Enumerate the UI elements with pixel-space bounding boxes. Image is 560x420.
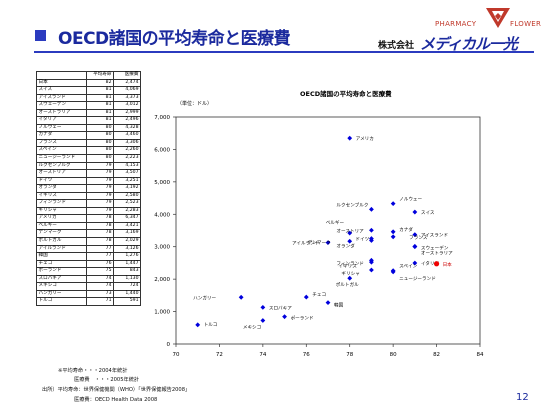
y-tick-label: 4,000 [154, 212, 170, 218]
note-line: 医療費：OECD Health Data 2008 [74, 397, 158, 403]
data-point [390, 234, 396, 240]
chart-unit-label: （単位：ドル） [177, 100, 212, 107]
point-label: ポルトガル [336, 281, 359, 288]
data-point [347, 238, 353, 244]
title-bullet [35, 30, 46, 41]
data-point [260, 318, 266, 323]
point-label: フランス [409, 235, 428, 241]
company-prefix: 株式会社 [378, 41, 415, 51]
page-number: 12 [516, 392, 529, 403]
point-label: スペイン [399, 264, 417, 270]
x-tick-label: 74 [259, 352, 266, 358]
point-label: ニュージーランド [399, 276, 436, 282]
data-point [347, 230, 353, 236]
point-label: 日本 [443, 261, 453, 268]
data-point [390, 201, 396, 207]
x-tick-label: 80 [390, 352, 397, 358]
point-label: スロバキア [269, 305, 292, 311]
point-label: メキシコ [243, 325, 261, 331]
data-point [390, 229, 396, 235]
x-tick-label: 76 [303, 352, 310, 358]
point-label: スイス [421, 210, 435, 216]
y-axis: 0 1,000 2,000 3,000 4,000 5,000 6,000 7,000 [154, 115, 176, 348]
point-label: ドイツ [355, 238, 369, 243]
point-label: ギリシャ [341, 271, 359, 277]
table-row: ルクセンブルク 79 4,153 [36, 161, 141, 171]
note-line: 出所）平均寿命：世界保健機関（WHO）「世界保健報告2008」 [42, 387, 191, 393]
point-label: イタリア [421, 260, 440, 267]
data-point [369, 259, 374, 265]
x-tick-label: 82 [433, 352, 440, 358]
chart-title: OECD諸国の平均寿命と医療費 [300, 89, 392, 98]
data-table: 平均寿命 医療費 日本 82 2,474 スイス 81 4,069 アイスランド 81 3,37… [36, 71, 141, 306]
point-label: アイルランド [292, 241, 319, 247]
point-label: オーストラリア [421, 251, 453, 257]
x-axis: 70 72 74 76 78 80 82 84 [173, 344, 484, 358]
logo-word-pharmacy: PHARMACY [435, 20, 477, 28]
y-tick-label: 7,000 [154, 115, 170, 121]
x-tick-label: 70 [173, 352, 180, 358]
y-tick-label: 2,000 [154, 277, 170, 283]
data-point [412, 232, 418, 238]
data-point [325, 300, 331, 306]
table-row: フランス 80 3,306 [36, 138, 141, 148]
point-label: カナダ [399, 226, 413, 233]
point-label: ノルウェー [399, 196, 422, 203]
company-brand: メディカル一光 [420, 35, 518, 53]
data-point [390, 269, 396, 275]
data-point [325, 240, 331, 246]
y-tick-label: 1,000 [154, 310, 170, 316]
x-tick-label: 78 [346, 352, 353, 358]
note-line: 医療費 ・・・2005年統計 [74, 377, 140, 383]
data-point [369, 227, 374, 233]
data-point [347, 275, 353, 281]
table-row: トルコ 71 591 [36, 297, 141, 306]
data-point [369, 238, 374, 243]
data-point [412, 209, 418, 215]
note-line: ※平均寿命・・・2004年統計 [58, 368, 128, 374]
x-tick-label: 72 [216, 352, 223, 358]
y-tick-label: 5,000 [154, 180, 170, 186]
data-point [282, 314, 287, 320]
data-point [347, 135, 353, 141]
data-point [195, 322, 201, 328]
data-point [412, 244, 418, 250]
page-title: OECD諸国の平均寿命と医療費 [58, 29, 291, 49]
flower-logo-icon [486, 8, 510, 28]
point-label: ベルギー [326, 220, 345, 226]
point-label: アメリカ [356, 136, 374, 142]
point-label: オーストリア [336, 228, 364, 234]
data-point [260, 304, 266, 310]
data-point [303, 294, 309, 300]
plot-area [175, 116, 481, 345]
point-label: イギリス [338, 263, 357, 269]
point-label: オランダ [336, 242, 355, 249]
point-label: アイスランド [421, 233, 448, 239]
point-label: 韓国 [334, 302, 344, 309]
data-point [369, 206, 374, 212]
data-point-highlight [433, 261, 440, 267]
point-label: ルクセンブルク [336, 201, 368, 208]
y-tick-label: 3,000 [154, 245, 170, 251]
point-label: トルコ [204, 322, 218, 328]
point-label: ハンガリー [193, 294, 216, 301]
data-point [412, 260, 418, 266]
logo-word-flower: FLOWER [510, 20, 542, 28]
data-point [369, 267, 374, 273]
point-label: ポーランド [291, 315, 314, 322]
point-label: フィンランド [336, 261, 363, 267]
title-underline [34, 51, 534, 53]
y-tick-label: 6,000 [154, 147, 170, 153]
point-label: スウェーデン [421, 244, 449, 251]
data-point [238, 294, 244, 300]
point-label: チェコ [312, 292, 326, 298]
x-tick-label: 84 [477, 352, 484, 358]
table-cell: 591 [113, 297, 141, 306]
y-tick-label: 0 [167, 342, 171, 348]
point-label: デンマーク [308, 239, 331, 246]
